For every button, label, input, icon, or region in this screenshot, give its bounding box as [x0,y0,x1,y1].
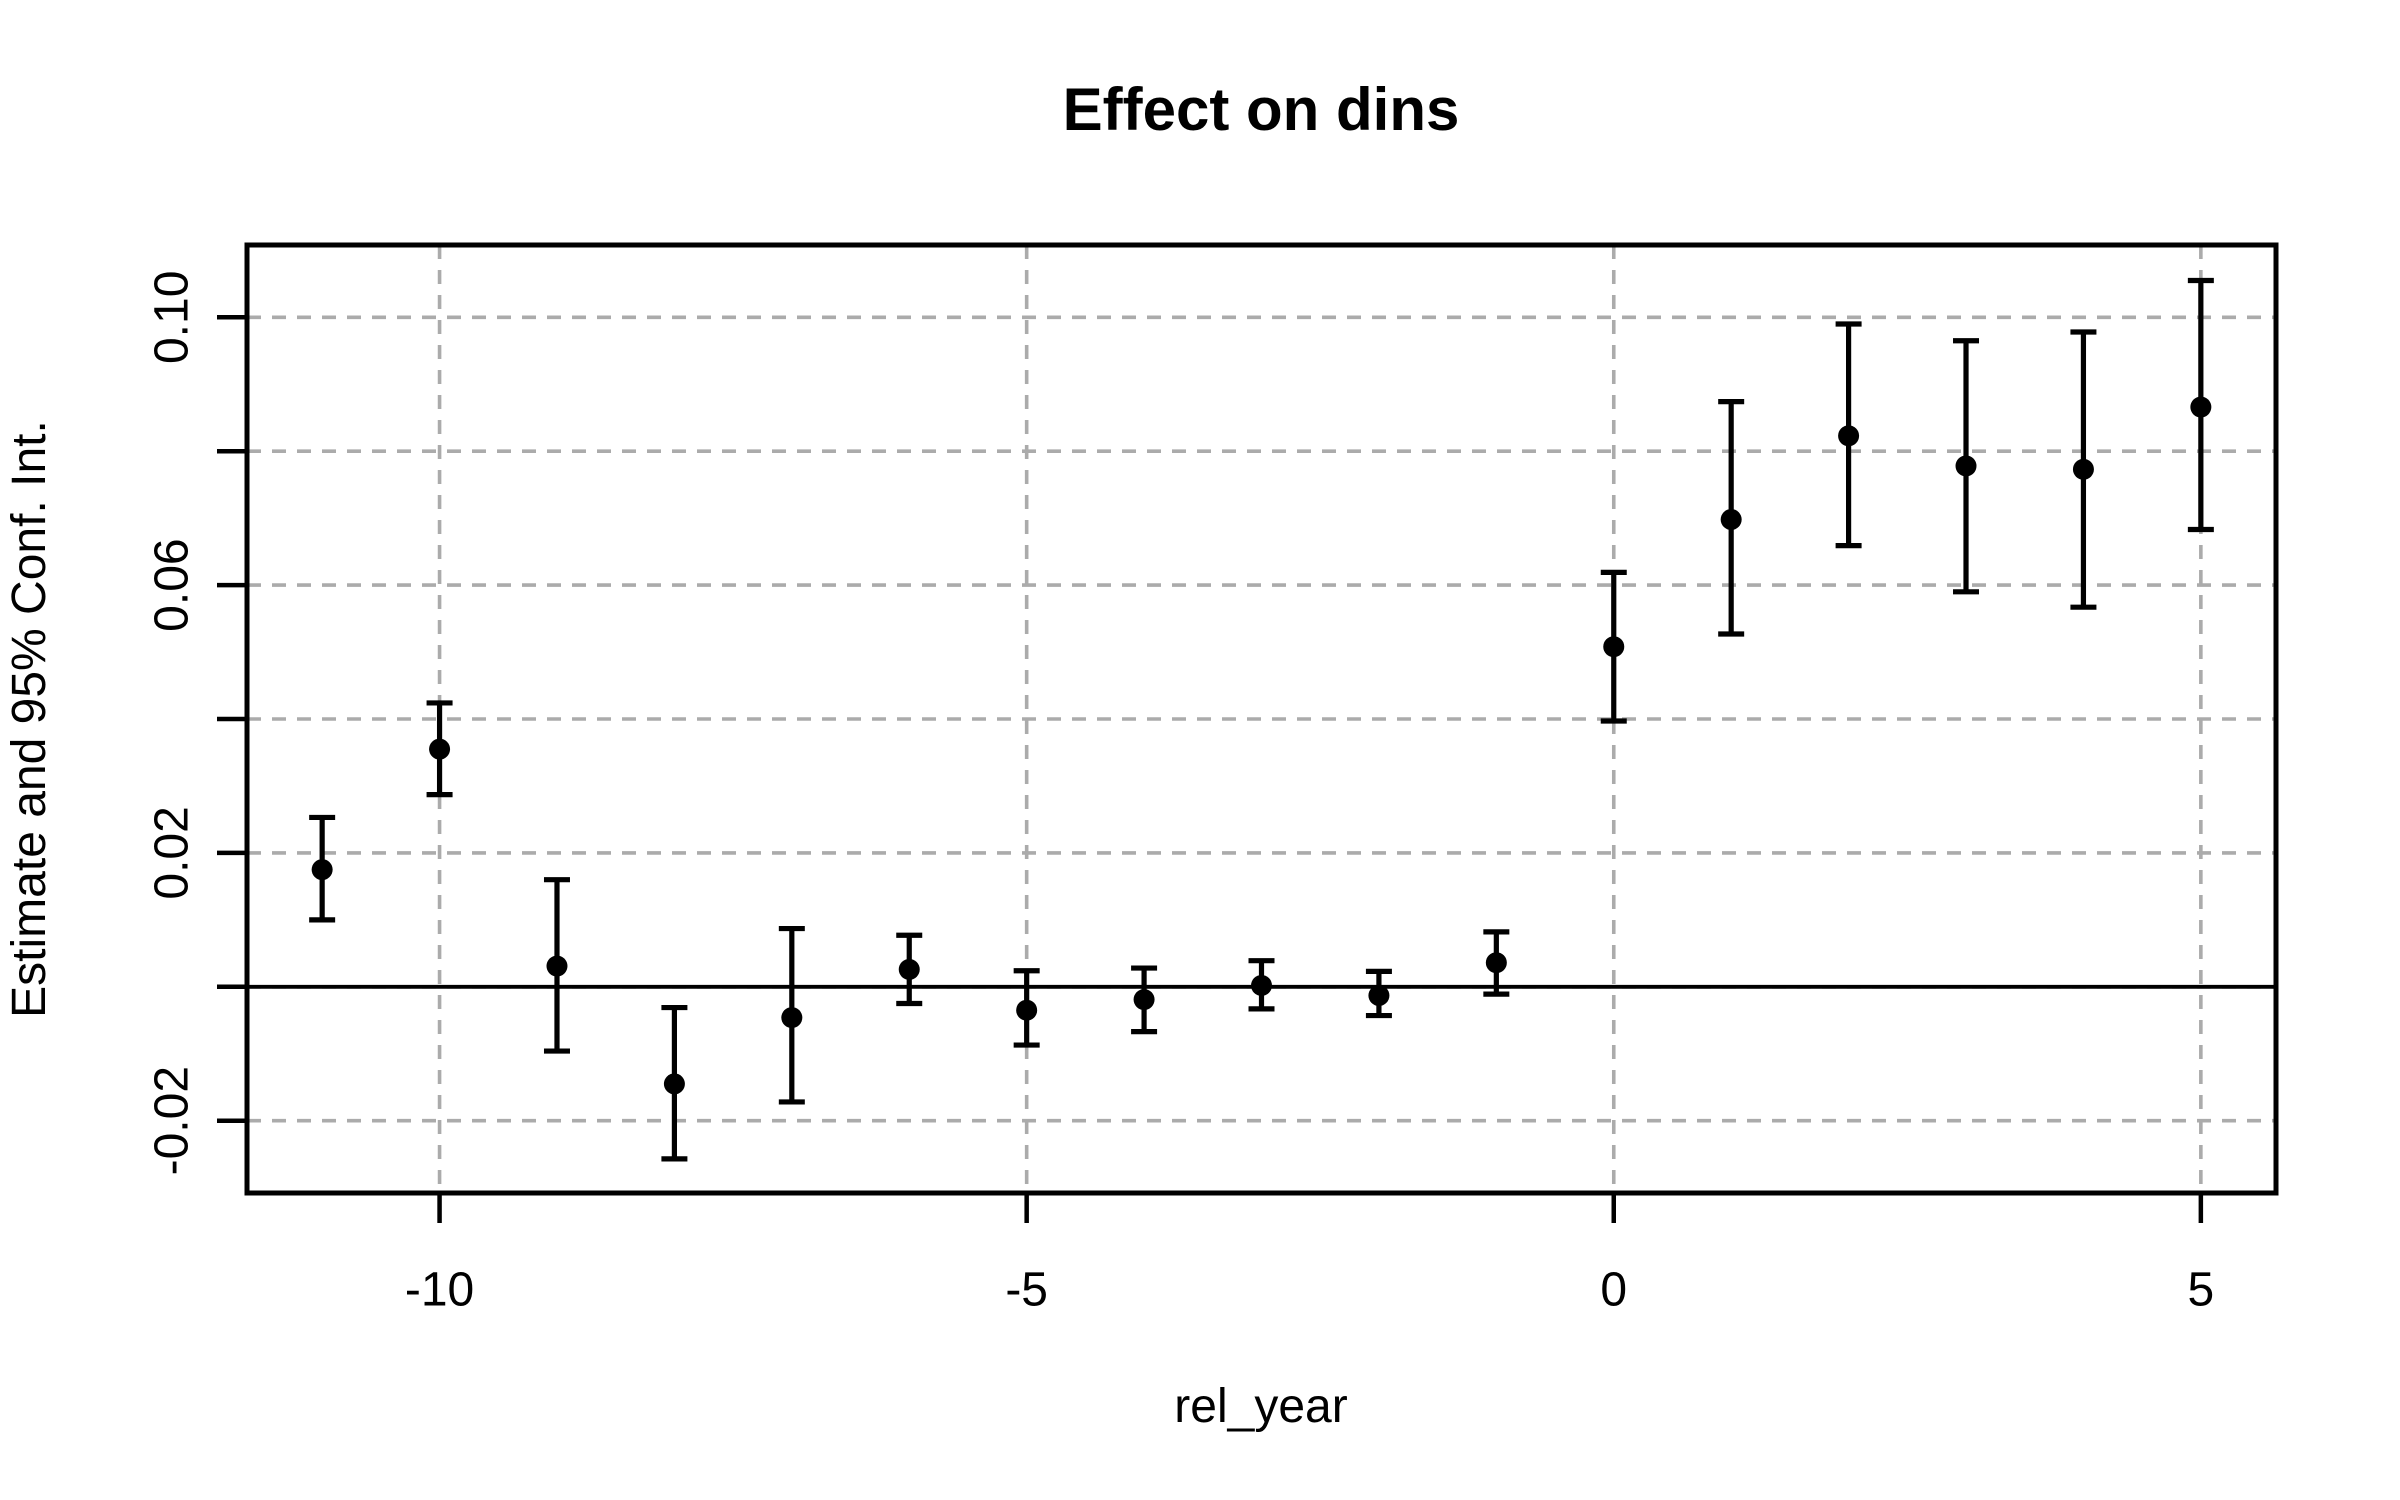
error-bar-group [1365,968,1392,1019]
error-bar-group [1835,321,1862,549]
data-point [429,738,451,760]
error-bar-group [896,932,923,1007]
chart-title: Effect on dins [1063,76,1460,143]
y-axis-label: Estimate and 95% Conf. Int. [3,420,56,1018]
error-bar-group [426,700,453,798]
data-point [1133,989,1155,1011]
plot-frame [244,242,2279,1196]
data-point [1955,455,1977,477]
error-bar-group [1131,965,1158,1035]
error-bar-group [1483,929,1510,997]
data-point [663,1073,685,1095]
data-point [1251,974,1272,996]
data-point [1485,952,1507,974]
y-tick-label: 0.06 [146,538,199,631]
data-point [781,1007,803,1029]
error-bar-group [1248,958,1275,1012]
data-point [1368,985,1390,1006]
error-bar-group [309,814,336,923]
x-tick-label: 5 [2188,1264,2215,1317]
data-point [1838,425,1860,447]
error-bar-group [778,925,805,1105]
error-bar-group [543,877,570,1054]
error-bar-group [2070,329,2097,610]
y-tick-label: 0.02 [146,806,199,899]
data-point [311,859,333,881]
error-bar-group [1718,399,1745,637]
x-axis-label: rel_year [1174,1380,1347,1433]
x-tick-label: 0 [1600,1264,1627,1317]
data-point [2072,458,2094,480]
error-bar-group [661,1004,688,1162]
data-point [1016,999,1038,1021]
y-tick-label: 0.10 [146,271,199,364]
y-tick-label: -0.02 [146,1066,199,1175]
x-tick-label: -5 [1005,1264,1048,1317]
error-bar-group [1953,338,1980,595]
data-point [2190,396,2212,418]
data-layer [309,277,2214,1162]
error-bar-group [1013,968,1040,1048]
data-point [546,955,568,977]
data-point [1720,508,1742,530]
error-bar-group [2187,277,2214,533]
error-bar-group [1600,569,1627,724]
data-point [898,958,920,980]
x-tick-label: -10 [405,1264,474,1317]
data-point [1603,636,1625,658]
axis-layer: -10 -5 0 5 -0.02 0.02 0.06 0.10 [146,271,2215,1317]
